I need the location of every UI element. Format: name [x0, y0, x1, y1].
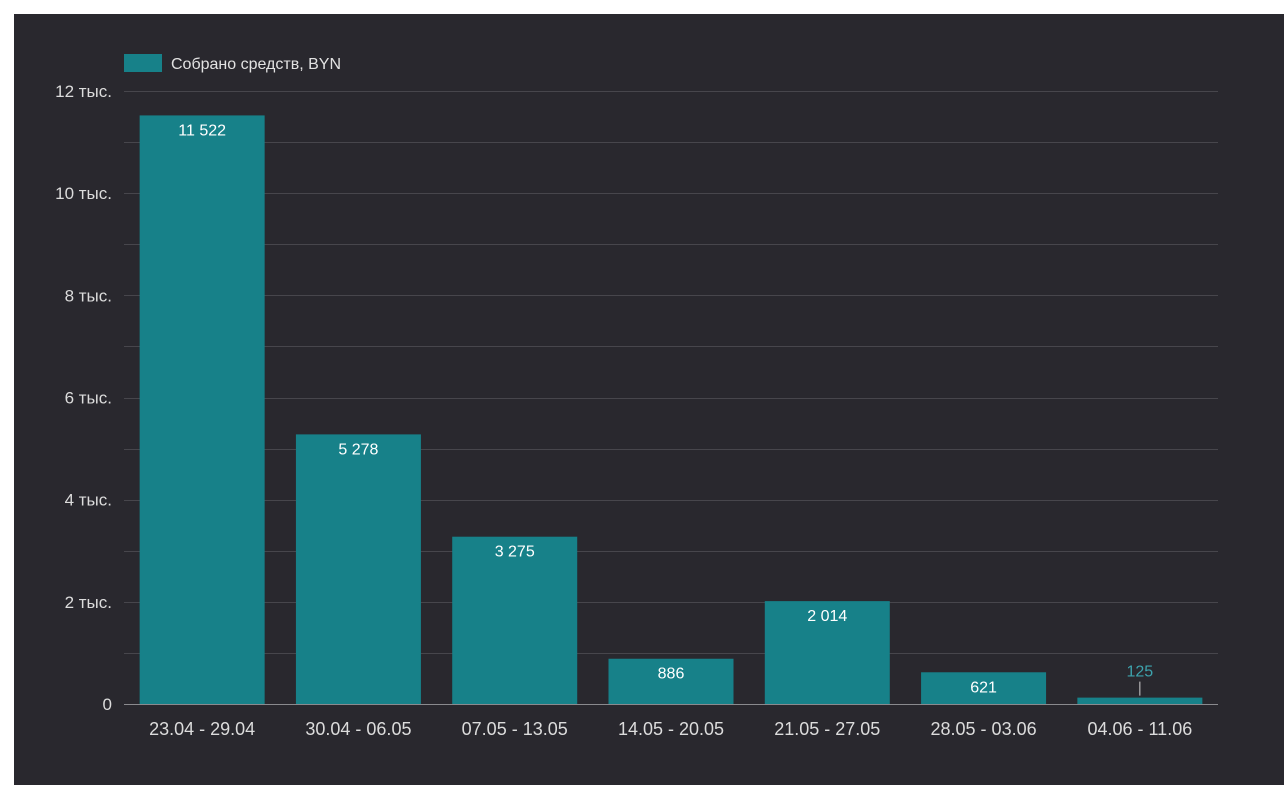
legend: Собрано средств, BYN: [124, 54, 341, 73]
bar-value-label: 5 278: [338, 441, 378, 458]
bar: [764, 601, 890, 704]
x-tick-label: 23.04 - 29.04: [149, 719, 255, 739]
grid-lines: [124, 91, 1218, 654]
x-tick-label: 07.05 - 13.05: [462, 719, 568, 739]
legend-swatch: [124, 54, 162, 72]
bar-value-label: 3 275: [495, 544, 535, 561]
bar-value-label: 886: [658, 666, 685, 683]
y-tick-label: 12 тыс.: [55, 82, 112, 101]
y-tick-label: 2 тыс.: [65, 593, 112, 612]
x-tick-label: 04.06 - 11.06: [1087, 719, 1192, 739]
bars: 11 522 5 278 3 275 886 2 014 621 125: [124, 115, 1218, 705]
bar: [608, 658, 734, 704]
bar-value-label: 11 522: [178, 122, 226, 139]
y-tick-label: 0: [103, 695, 112, 714]
bar-chart: 02 тыс.4 тыс.6 тыс.8 тыс.10 тыс.12 тыс. …: [55, 54, 1218, 739]
y-tick-label: 8 тыс.: [65, 286, 112, 305]
bar: [295, 434, 421, 704]
x-tick-label: 14.05 - 20.05: [618, 719, 724, 739]
bar-value-label: 2 014: [807, 608, 847, 625]
bar-value-label: 621: [970, 679, 997, 696]
legend-label: Собрано средств, BYN: [171, 56, 341, 73]
x-axis-labels: 23.04 - 29.04 30.04 - 06.05 07.05 - 13.05 1…: [149, 719, 1192, 739]
x-tick-label: 30.04 - 06.05: [305, 719, 411, 739]
bar: [1077, 697, 1203, 704]
bar: [452, 536, 578, 704]
y-tick-label: 6 тыс.: [65, 389, 112, 408]
bar: [921, 672, 1047, 704]
y-tick-label: 10 тыс.: [55, 184, 112, 203]
x-tick-label: 28.05 - 03.06: [931, 719, 1037, 739]
bar-value-label: 125: [1127, 664, 1154, 681]
x-tick-label: 21.05 - 27.05: [774, 719, 880, 739]
y-tick-label: 4 тыс.: [65, 491, 112, 510]
y-axis-ticks: 0 2 тыс. 4 тыс. 6 тыс. 8 тыс. 10 тыс. 12 тыс.: [55, 82, 112, 714]
bar: [139, 115, 265, 704]
